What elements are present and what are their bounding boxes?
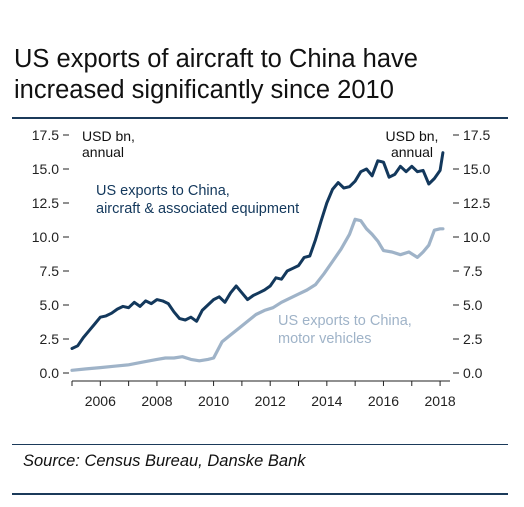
y-tick-label-right: 7.5	[463, 263, 483, 279]
bottom-border	[12, 493, 508, 495]
aircraft-exports-line	[70, 151, 445, 350]
chart-area: 0.0 0.0 2.5 2.5 5.0 5.0 7.5 7.5 10.0 10.0 12.5 12.5…	[12, 119, 508, 414]
motor-series-label: motor vehicles	[278, 331, 371, 347]
chart-frame	[12, 117, 508, 497]
x-tick-label: 2014	[311, 393, 342, 409]
source-note: Source: Census Bureau, Danske Bank	[23, 452, 306, 470]
right-unit-label: annual	[391, 144, 433, 160]
y-tick-label-right: 0.0	[463, 365, 483, 381]
x-tick-label: 2012	[255, 393, 286, 409]
source-divider	[12, 444, 508, 445]
chart-title: US exports of aircraft to China have inc…	[14, 45, 418, 104]
aircraft-series-label: US exports to China,	[96, 183, 230, 199]
y-tick-label-right: 10.0	[463, 229, 490, 245]
y-tick-label-right: 17.5	[463, 127, 490, 143]
left-unit-label: USD bn,	[82, 128, 135, 144]
y-tick-label-left: 5.0	[40, 297, 60, 313]
motor-vehicle-exports-line	[70, 217, 445, 372]
x-tick-label: 2010	[198, 393, 229, 409]
x-tick-label: 2006	[85, 393, 116, 409]
y-tick-label-left: 10.0	[32, 229, 59, 245]
line-chart: 0.0 0.0 2.5 2.5 5.0 5.0 7.5 7.5 10.0 10.0 12.5 12.5…	[32, 127, 491, 409]
right-unit-label: USD bn,	[386, 128, 439, 144]
y-tick-label-right: 5.0	[463, 297, 483, 313]
y-tick-label-left: 7.5	[40, 263, 60, 279]
x-tick-label: 2018	[425, 393, 456, 409]
y-tick-label-left: 2.5	[40, 331, 60, 347]
y-tick-label-left: 15.0	[32, 161, 59, 177]
left-unit-label: annual	[82, 144, 124, 160]
y-tick-label-right: 2.5	[463, 331, 483, 347]
x-tick-label: 2008	[141, 393, 172, 409]
x-tick-label: 2016	[368, 393, 399, 409]
y-tick-label-left: 17.5	[32, 127, 59, 143]
y-tick-label-right: 12.5	[463, 195, 490, 211]
y-tick-label-left: 0.0	[40, 365, 60, 381]
aircraft-series-label: aircraft & associated equipment	[96, 201, 299, 217]
y-tick-label-right: 15.0	[463, 161, 490, 177]
y-tick-label-left: 12.5	[32, 195, 59, 211]
motor-series-label: US exports to China,	[278, 313, 412, 329]
